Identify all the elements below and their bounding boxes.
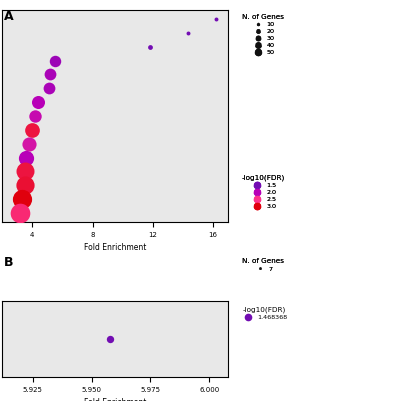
Text: A: A <box>4 10 13 23</box>
Point <box>32 113 39 119</box>
Point <box>18 196 25 203</box>
Point <box>52 57 58 64</box>
Point <box>23 154 29 161</box>
Point <box>35 99 41 105</box>
Point <box>46 85 52 91</box>
Point <box>17 210 23 216</box>
Point <box>47 71 54 78</box>
Point <box>146 44 153 50</box>
Legend: 1.5, 2.0, 2.5, 3.0: 1.5, 2.0, 2.5, 3.0 <box>241 174 286 210</box>
X-axis label: Fold Enrichment: Fold Enrichment <box>84 243 146 252</box>
Point <box>21 182 28 188</box>
Point <box>29 127 35 133</box>
Text: B: B <box>4 256 13 269</box>
Point <box>107 336 114 342</box>
Point <box>26 141 32 147</box>
X-axis label: Fold Enrichment: Fold Enrichment <box>84 398 146 401</box>
Point <box>184 30 191 36</box>
Legend: 1.468368: 1.468368 <box>241 306 288 321</box>
Point <box>21 168 28 175</box>
Point <box>213 16 220 22</box>
Legend: 10, 20, 30, 40, 50: 10, 20, 30, 40, 50 <box>241 13 285 56</box>
Legend: 7: 7 <box>241 258 285 272</box>
